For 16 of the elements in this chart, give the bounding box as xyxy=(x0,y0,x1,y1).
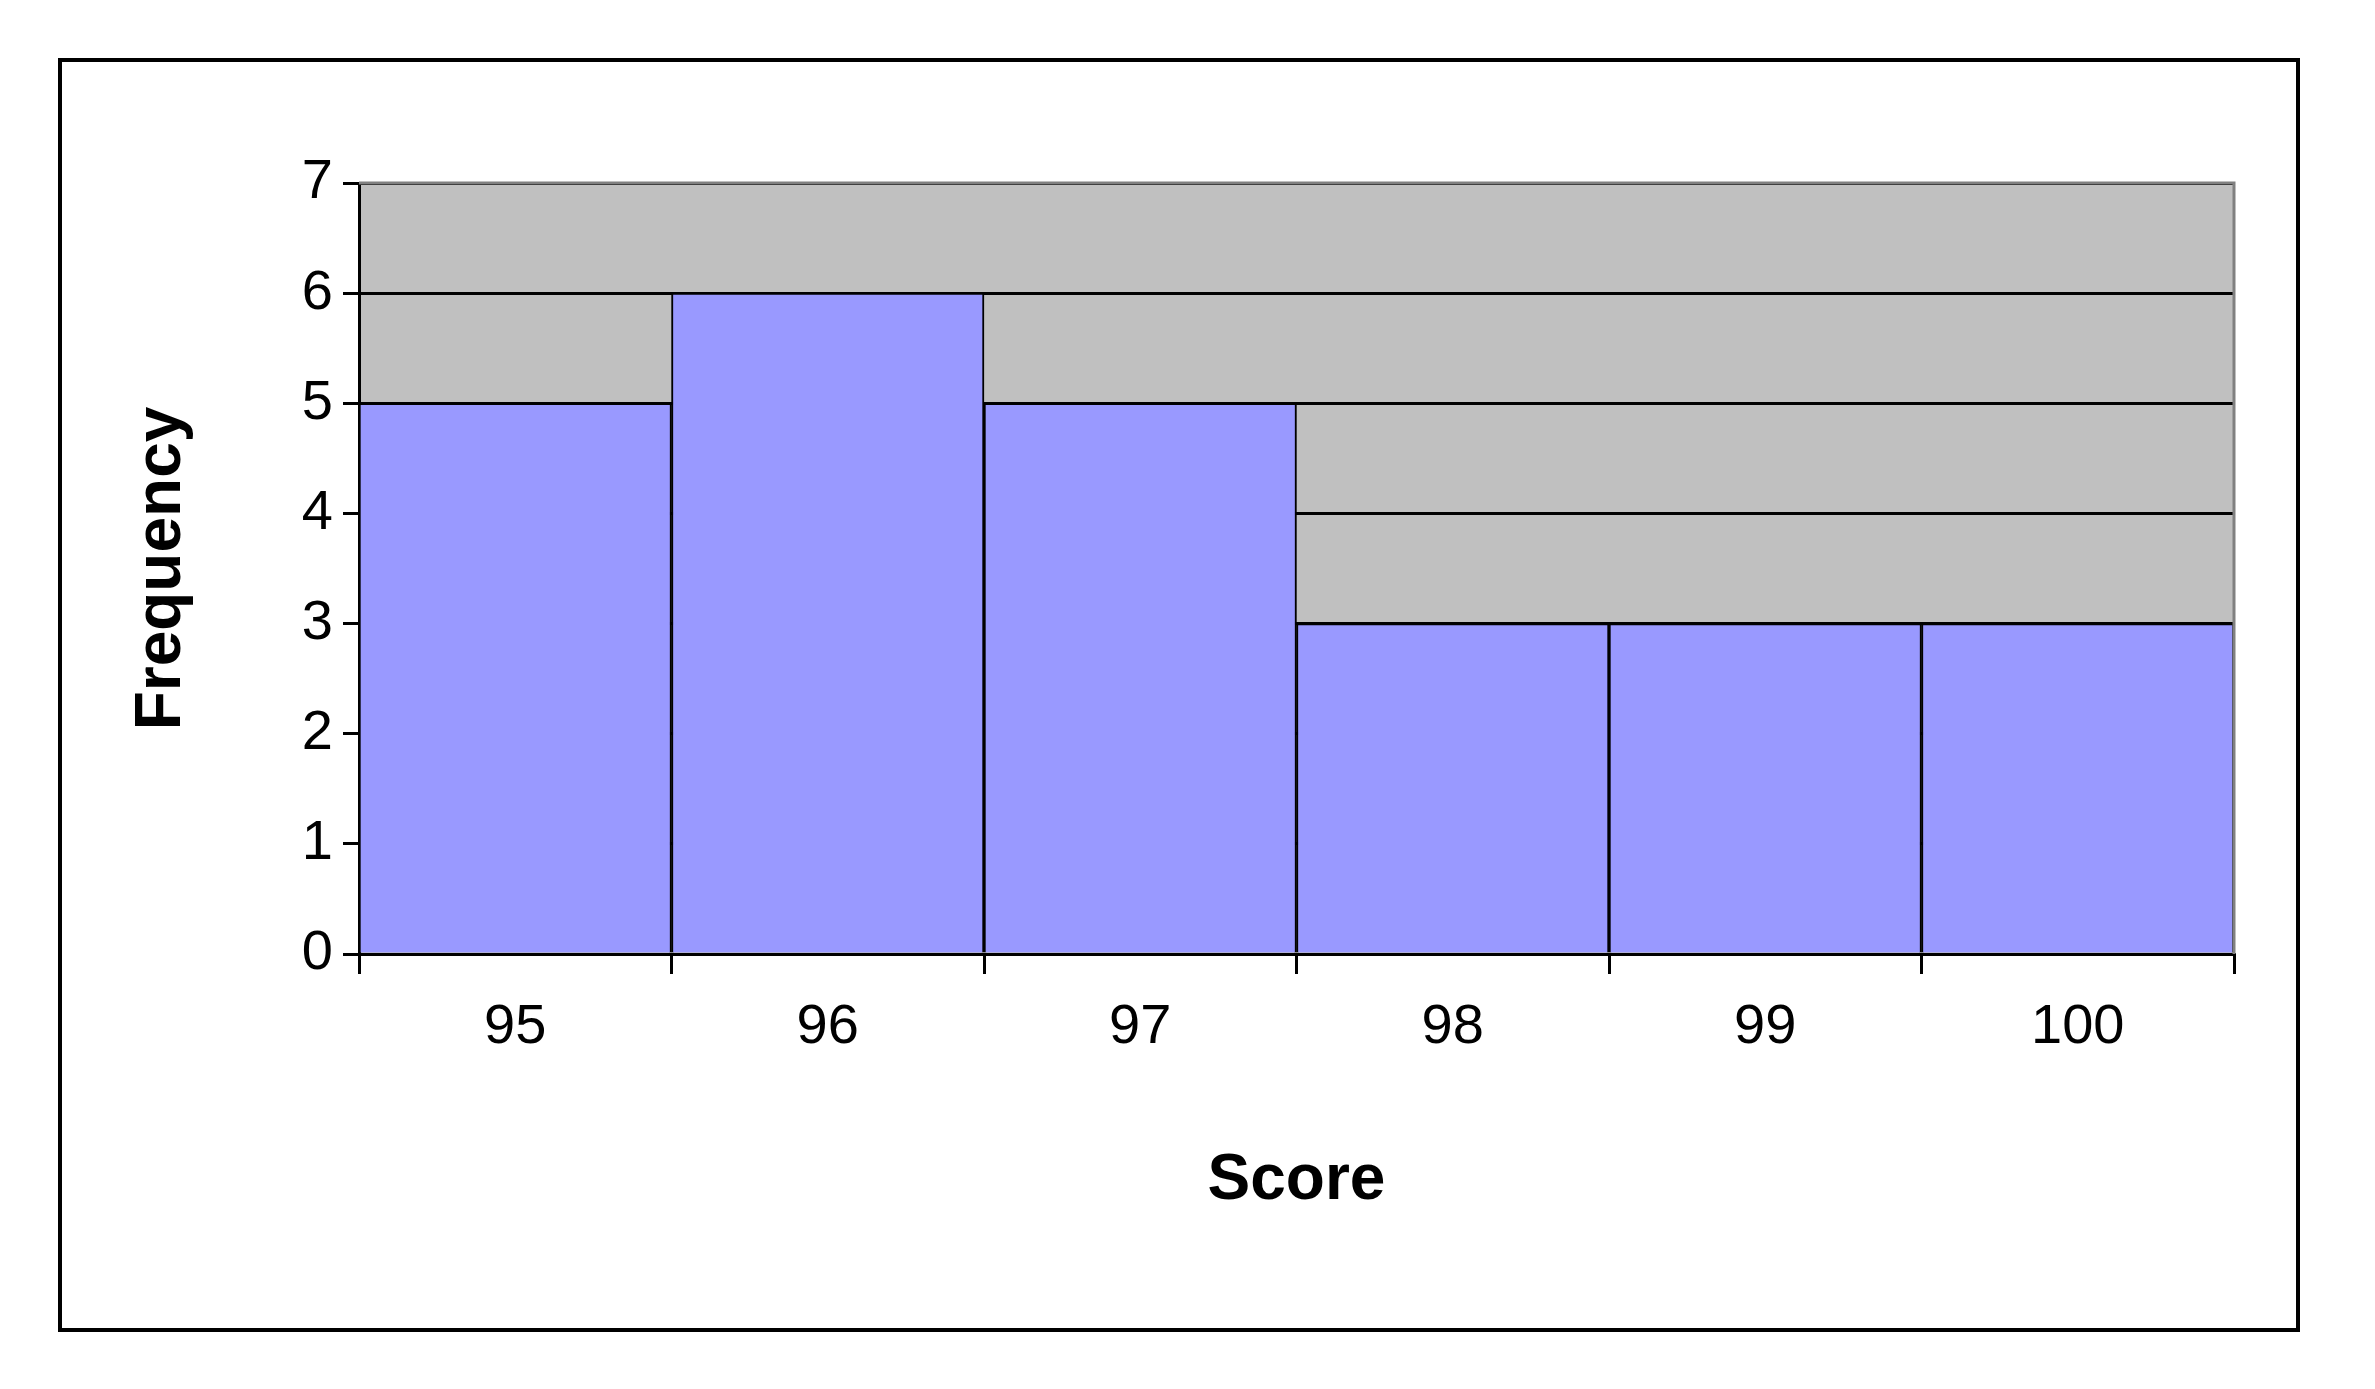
x-tick-label: 98 xyxy=(1421,992,1484,1056)
x-tick-label: 95 xyxy=(484,992,547,1056)
y-tick-label: 5 xyxy=(301,367,333,431)
y-tick-label: 3 xyxy=(301,588,333,652)
y-tick-label: 4 xyxy=(301,477,333,541)
x-tick-label: 100 xyxy=(2031,992,2125,1056)
x-tick-label: 96 xyxy=(796,992,859,1056)
x-tick-label: 99 xyxy=(1734,992,1797,1056)
x-axis-title: Score xyxy=(1207,1141,1386,1214)
y-tick-label: 6 xyxy=(301,257,333,321)
y-tick-label: 2 xyxy=(301,698,333,762)
x-tick-label: 97 xyxy=(1109,992,1172,1056)
y-axis-title: Frequency xyxy=(122,406,195,731)
y-tick-label: 0 xyxy=(301,918,333,982)
y-tick-label: 7 xyxy=(301,147,333,211)
y-tick-label: 1 xyxy=(301,808,333,872)
